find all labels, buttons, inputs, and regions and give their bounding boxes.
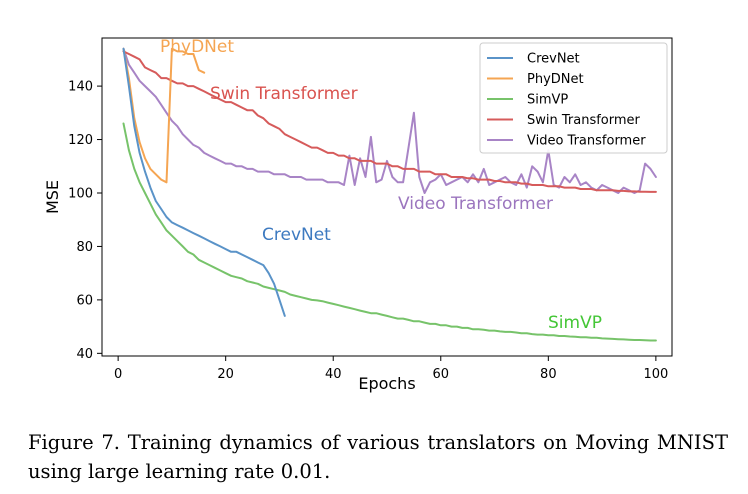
series-line-phydnet — [122, 47, 206, 184]
x-tick-label: 80 — [540, 367, 557, 382]
series-line-swin-transformer — [122, 50, 657, 193]
annotation-swin-transformer: Swin Transformer — [210, 84, 358, 104]
legend-label: CrevNet — [527, 52, 580, 67]
y-tick-label: 60 — [76, 293, 93, 308]
y-tick-label: 140 — [68, 80, 93, 95]
x-axis-label: Epochs — [358, 374, 415, 393]
legend-label: SimVP — [527, 93, 568, 108]
annotation-video-transformer: Video Transformer — [398, 194, 553, 214]
x-tick-label: 0 — [114, 367, 122, 382]
series-line-simvp — [122, 122, 657, 342]
x-tick-label: 100 — [643, 367, 668, 382]
x-tick-label: 60 — [433, 367, 450, 382]
legend-label: PhyDNet — [527, 72, 584, 87]
legend-label: Video Transformer — [527, 134, 646, 149]
x-tick-label: 40 — [325, 367, 342, 382]
annotation-simvp: SimVP — [548, 313, 602, 333]
annotation-phydnet: PhyDNet — [160, 37, 234, 57]
y-tick-label: 80 — [76, 240, 93, 255]
plot-area — [101, 37, 673, 357]
y-tick-label: 40 — [76, 347, 93, 362]
x-tick-label: 20 — [217, 367, 234, 382]
legend-label: Swin Transformer — [527, 113, 641, 128]
legend-box — [479, 42, 668, 154]
y-tick-label: 100 — [68, 186, 93, 201]
series-line-crevnet — [122, 47, 286, 317]
y-axis-label: MSE — [43, 180, 62, 214]
figure-caption: Figure 7. Training dynamics of various t… — [28, 431, 728, 483]
training-dynamics-chart: 0 20 40 60 80 100 40 60 80 100 120 140 CrevNet PhyDN… — [43, 37, 673, 393]
annotation-crevnet: CrevNet — [262, 225, 331, 245]
y-tick-label: 120 — [68, 133, 93, 148]
series-line-video-transformer — [122, 47, 657, 194]
